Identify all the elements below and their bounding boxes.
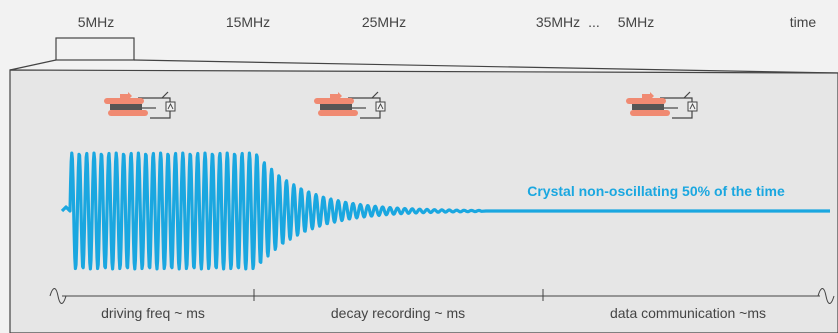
freq-label-2: 15MHz <box>226 14 270 30</box>
phase-label-communication: data communication ~ms <box>610 305 766 321</box>
crystal-circuit-icon <box>314 91 386 119</box>
time-label: time <box>790 14 817 30</box>
crystal-circuit-icon <box>104 91 176 119</box>
freq-label-ellipsis: ... <box>588 14 600 30</box>
freq-label-1: 5MHz <box>78 14 115 30</box>
non-oscillating-caption: Crystal non-oscillating 50% of the time <box>527 183 785 199</box>
phase-label-driving: driving freq ~ ms <box>101 305 205 321</box>
frequency-scale: 5MHz 15MHz 25MHz 35MHz ... 5MHz time <box>78 14 817 30</box>
crystal-circuit-icon <box>626 91 698 119</box>
zoom-selection-box <box>55 37 135 61</box>
oscillation-signal <box>60 151 830 271</box>
freq-label-5: 5MHz <box>618 14 655 30</box>
zoom-line-right <box>133 59 838 74</box>
phase-label-decay: decay recording ~ ms <box>331 305 465 321</box>
freq-label-3: 25MHz <box>362 14 406 30</box>
timeline-break-left <box>49 288 67 304</box>
freq-label-4: 35MHz <box>536 14 580 30</box>
zoom-line-left <box>9 59 57 71</box>
timeline-break-right <box>817 288 835 304</box>
timeline: driving freq ~ ms decay recording ~ ms d… <box>49 288 835 321</box>
